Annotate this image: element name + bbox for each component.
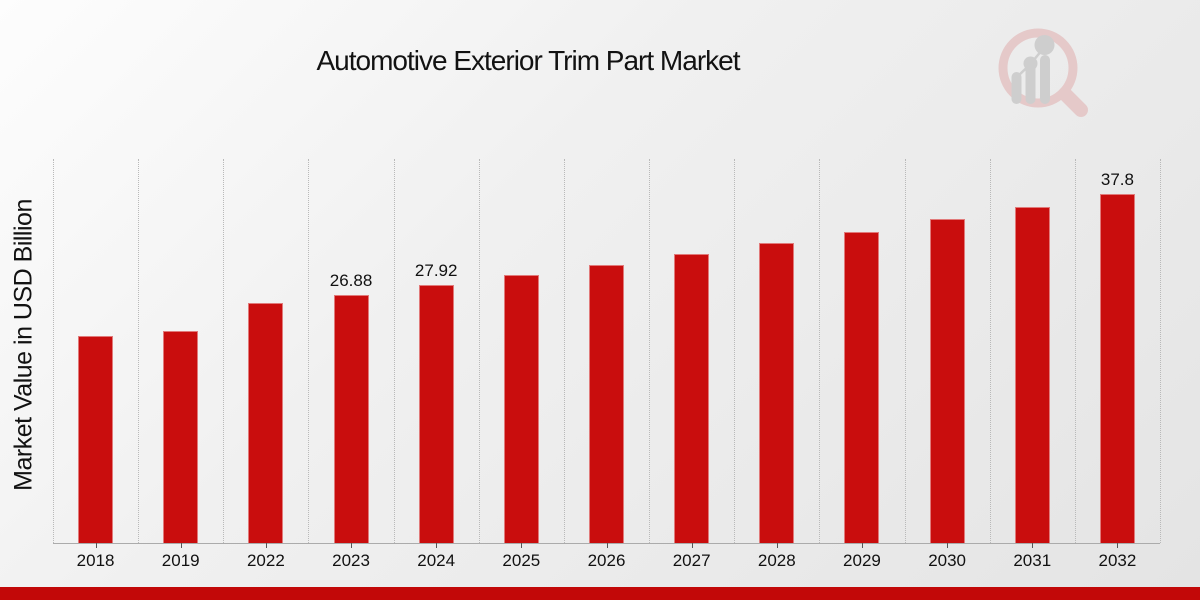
gridline [393, 159, 395, 543]
x-axis-tick [95, 543, 97, 548]
bar-2025 [503, 275, 539, 543]
plot-area: 2018 2019 2022 26.88 2023 27.92 2024 2025 2026 20… [53, 159, 1161, 570]
bar-2022 [248, 303, 284, 543]
x-tick-label: 2028 [757, 551, 796, 570]
x-axis-tick [861, 543, 863, 548]
logo-bar-1 [1011, 72, 1022, 104]
trend-dot-small [1023, 56, 1038, 71]
x-tick-label: 2026 [587, 551, 626, 570]
x-axis-tick [1032, 543, 1034, 548]
logo-bar-2 [1025, 62, 1036, 104]
bar-2028 [759, 243, 795, 543]
bar-value-label: 37.8 [1100, 170, 1134, 190]
x-axis-tick [606, 543, 608, 548]
x-tick-label: 2019 [161, 551, 200, 570]
x-tick-label: 2018 [76, 551, 115, 570]
gridline [819, 159, 821, 543]
bar-2019 [163, 330, 199, 543]
magnifier-ring [998, 28, 1078, 108]
gridline [53, 159, 54, 543]
trend-dot-large [1034, 35, 1055, 55]
x-tick-label: 2027 [672, 551, 711, 570]
magnifier-handle [1058, 87, 1088, 117]
x-axis-tick [776, 543, 778, 548]
logo-bar-3 [1040, 55, 1050, 104]
x-tick-label: 2032 [1098, 551, 1137, 570]
gridline [138, 159, 140, 543]
bar-2024 [418, 285, 454, 543]
x-axis-tick [521, 543, 523, 548]
gridline [904, 159, 906, 543]
x-tick-label: 2023 [332, 551, 370, 570]
bar-2030 [929, 219, 965, 543]
bar-2032 [1099, 194, 1135, 543]
gridline [1074, 159, 1076, 543]
x-tick-label: 2025 [502, 551, 541, 570]
x-axis-tick [351, 543, 353, 548]
x-axis-tick [180, 543, 182, 548]
bar-value-label: 27.92 [414, 261, 458, 281]
chart-title: Automotive Exterior Trim Part Market [316, 45, 740, 76]
gridline [649, 159, 651, 543]
bar-2029 [844, 231, 880, 543]
bar-2018 [78, 336, 114, 543]
bar-value-label: 26.88 [329, 270, 373, 290]
gridline [478, 159, 480, 543]
footer-accent-bar [0, 587, 1200, 600]
gridline [989, 159, 991, 543]
gridline [563, 159, 565, 543]
x-axis-tick [265, 543, 267, 548]
x-axis-tick [436, 543, 438, 548]
bar-2031 [1014, 207, 1050, 543]
magnifier-bar-chart-logo-icon [998, 28, 1088, 117]
gridline [223, 159, 225, 543]
gridline [1160, 159, 1161, 543]
x-axis-tick [947, 543, 949, 548]
bar-2023 [333, 294, 369, 543]
gridline [308, 159, 310, 543]
x-axis-tick [1117, 543, 1119, 548]
x-tick-label: 2029 [843, 551, 881, 570]
y-axis-label: Market Value in USD Billion [9, 199, 38, 491]
x-tick-label: 2031 [1013, 551, 1052, 570]
x-tick-label: 2024 [417, 551, 456, 570]
bar-2027 [674, 254, 710, 543]
gridline [734, 159, 736, 543]
x-tick-label: 2022 [246, 551, 285, 570]
bar-2026 [589, 265, 624, 543]
x-axis-tick [691, 543, 693, 548]
x-tick-label: 2030 [928, 551, 967, 570]
